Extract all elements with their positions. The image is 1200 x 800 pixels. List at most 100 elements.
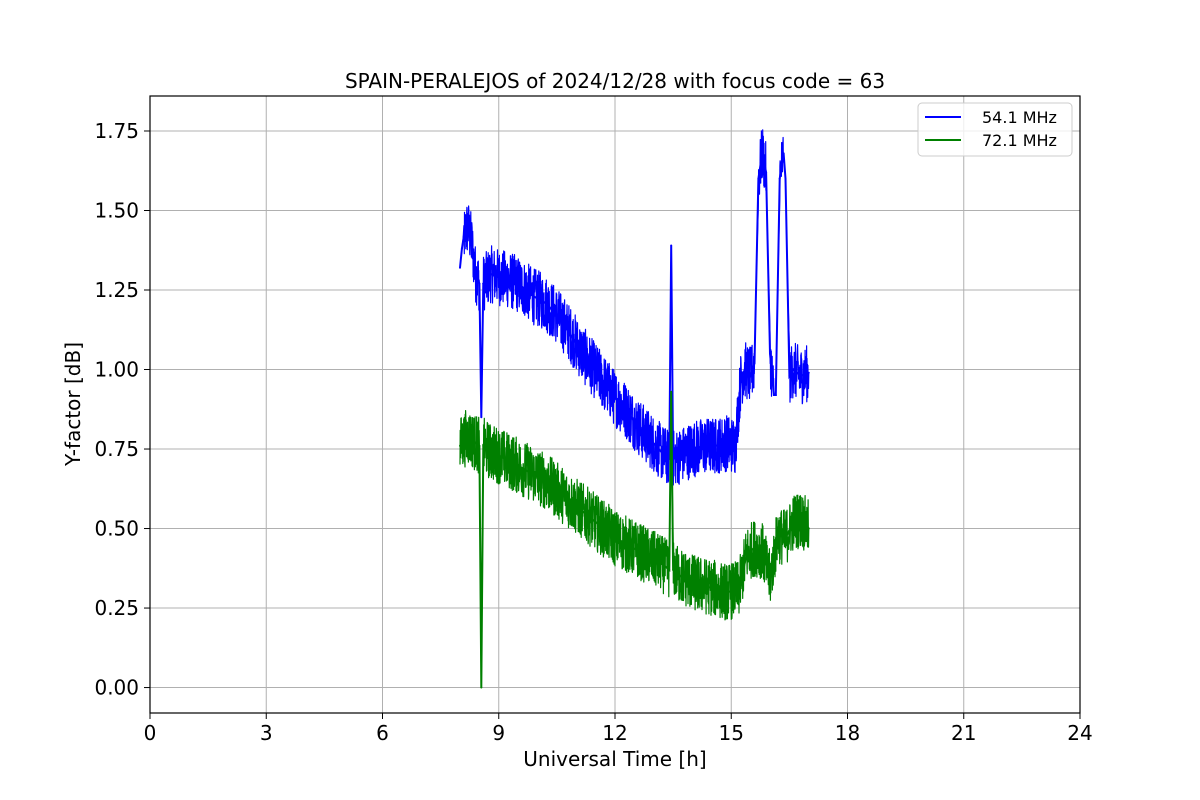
series-0-point	[474, 273, 477, 276]
series-0-point	[739, 378, 742, 381]
series-0-point	[625, 409, 628, 412]
series-1-point	[482, 444, 485, 447]
series-1-point	[738, 587, 740, 590]
series-1-point	[497, 454, 500, 457]
y-tick-label: 0.75	[94, 437, 139, 461]
y-tick-label: 0.00	[94, 676, 139, 700]
x-tick-label: 21	[951, 721, 976, 745]
series-line-1	[459, 391, 810, 688]
series-1-point	[660, 562, 663, 565]
series-noise-1	[459, 391, 810, 689]
chart-title: SPAIN-PERALEJOS of 2024/12/28 with focus…	[345, 69, 885, 93]
series-0-point	[769, 352, 771, 355]
series-1-point	[555, 489, 558, 492]
series-1-point	[807, 527, 810, 530]
series-0-point	[470, 241, 473, 244]
series-0-point	[792, 368, 795, 371]
series-0-point	[757, 177, 760, 180]
series-0-point	[714, 444, 717, 447]
series-1-point	[784, 537, 787, 540]
series-0-point	[660, 451, 663, 454]
series-0-point	[788, 374, 791, 377]
series-1-point	[761, 549, 764, 552]
y-tick-label: 1.25	[94, 278, 139, 302]
series-0-point	[555, 314, 558, 317]
series-0-point	[807, 371, 810, 374]
y-tick-label: 1.00	[94, 358, 139, 382]
series-0-point	[778, 177, 781, 180]
series-1-point	[670, 390, 673, 393]
series-0-point	[482, 282, 485, 285]
series-0-point	[509, 279, 512, 282]
series-1-point	[509, 460, 512, 463]
series-0-point	[466, 225, 469, 228]
series-1-point	[792, 521, 795, 524]
series-1-point	[490, 451, 492, 454]
series-0-point	[774, 393, 777, 396]
series-0-point	[743, 368, 746, 371]
series-0-point	[490, 273, 492, 276]
x-tick-label: 24	[1067, 721, 1092, 745]
series-1-point	[648, 556, 651, 559]
series-1-point	[579, 508, 582, 511]
series-1-point	[567, 498, 570, 501]
series-1-point	[703, 584, 706, 587]
series-0-point	[784, 177, 787, 180]
x-tick-label: 3	[260, 721, 273, 745]
series-1-point	[769, 578, 771, 581]
series-0-point	[521, 285, 523, 288]
y-tick-label: 1.50	[94, 198, 139, 222]
x-axis-label: Universal Time [h]	[523, 747, 706, 771]
series-0-point	[602, 381, 605, 384]
series-1-point	[672, 568, 675, 571]
series-1-point	[753, 546, 756, 549]
series-0-point	[726, 441, 729, 444]
y-axis-ticks: 0.00 0.25 0.50 0.75 1.00 1.25 1.50 1.75	[94, 119, 150, 700]
series-0-point	[480, 416, 483, 419]
grid	[149, 96, 1081, 713]
y-tick-label: 0.25	[94, 596, 139, 620]
series-1-point	[800, 517, 802, 520]
series-0-point	[544, 301, 547, 304]
series-0-point	[749, 374, 752, 377]
series-0-point	[800, 374, 802, 377]
series-1-point	[478, 444, 481, 447]
series-1-point	[726, 591, 729, 594]
series-0-point	[753, 362, 756, 365]
series-0-point	[648, 438, 651, 441]
series-1-point	[714, 587, 717, 590]
series-1-point	[668, 568, 671, 571]
legend: 54.1 MHz 72.1 MHz	[917, 102, 1073, 157]
x-axis-ticks: 0 3 6 9 12 15 18 21 24	[144, 713, 1093, 745]
series-0-point	[765, 171, 768, 174]
series-1-point	[691, 581, 694, 584]
series-1-point	[474, 441, 477, 444]
series-1-point	[776, 533, 779, 536]
series-0-point	[761, 152, 764, 155]
legend-label-72mhz: 72.1 MHz	[982, 131, 1057, 150]
series-0-point	[567, 330, 570, 333]
series-0-point	[734, 444, 737, 447]
series-0-point	[459, 266, 461, 269]
series-1-point	[466, 435, 469, 438]
series-0-point	[691, 448, 694, 451]
x-tick-label: 18	[835, 721, 860, 745]
series-0-point	[532, 295, 535, 298]
series-noise-0	[459, 129, 810, 486]
series-1-point	[459, 444, 461, 447]
x-tick-label: 6	[376, 721, 389, 745]
series-1-point	[625, 543, 628, 546]
series-0-point	[637, 425, 640, 428]
y-tick-label: 1.75	[94, 119, 139, 143]
series-0-point	[679, 454, 682, 457]
series-0-point	[772, 393, 775, 396]
series-0-point	[670, 244, 673, 247]
series-1-point	[614, 537, 616, 540]
series-1-point	[532, 473, 535, 476]
series-0-point	[782, 152, 785, 155]
series-0-point	[462, 234, 465, 237]
series-1-point	[521, 467, 523, 470]
series-1-point	[480, 686, 483, 689]
y-axis-label: Y-factor [dB]	[61, 342, 85, 467]
